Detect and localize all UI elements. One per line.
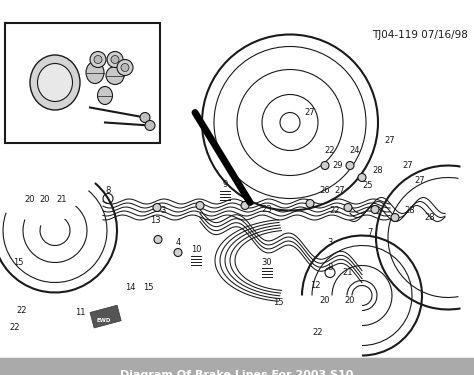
Text: 20: 20 (113, 26, 123, 35)
Text: 22: 22 (17, 306, 27, 315)
Text: 30: 30 (262, 258, 272, 267)
Text: 26: 26 (319, 186, 330, 195)
Circle shape (140, 112, 150, 123)
Text: 3: 3 (328, 238, 333, 247)
Ellipse shape (98, 87, 112, 105)
Text: 22: 22 (313, 328, 323, 337)
Text: 21: 21 (343, 268, 353, 277)
Circle shape (344, 204, 352, 212)
Text: 20: 20 (25, 195, 35, 204)
Text: 25: 25 (363, 181, 373, 190)
Circle shape (241, 201, 249, 210)
Circle shape (154, 236, 162, 243)
Circle shape (196, 201, 204, 210)
Text: 27: 27 (385, 136, 395, 145)
Text: 28: 28 (405, 206, 415, 215)
Circle shape (391, 213, 399, 222)
Text: 15: 15 (13, 258, 23, 267)
Text: TJ04-119 07/16/98: TJ04-119 07/16/98 (372, 30, 468, 39)
Text: 13: 13 (150, 216, 160, 225)
Circle shape (174, 249, 182, 256)
Bar (0, 357, 474, 375)
Text: 14: 14 (125, 283, 135, 292)
Circle shape (371, 206, 379, 213)
Bar (90, 305, 121, 328)
Text: 8: 8 (328, 263, 333, 272)
Circle shape (153, 204, 161, 212)
Text: 20: 20 (75, 26, 85, 35)
Text: 23: 23 (262, 205, 272, 214)
Text: 7: 7 (367, 228, 373, 237)
Circle shape (346, 162, 354, 170)
Text: 20: 20 (320, 296, 330, 305)
Ellipse shape (86, 62, 104, 84)
Text: 10: 10 (191, 245, 201, 254)
Circle shape (117, 60, 133, 75)
Text: 11: 11 (75, 308, 85, 317)
Bar (5, 22, 160, 142)
Circle shape (358, 174, 366, 182)
Text: 15: 15 (273, 298, 283, 307)
Text: 20: 20 (40, 195, 50, 204)
Text: 27: 27 (305, 108, 315, 117)
Text: 9: 9 (222, 180, 228, 189)
Text: 16: 16 (17, 26, 27, 35)
Circle shape (121, 63, 129, 72)
Text: 28: 28 (373, 166, 383, 175)
Text: 12: 12 (310, 281, 320, 290)
Circle shape (145, 120, 155, 130)
Text: 27: 27 (335, 186, 346, 195)
Text: 27: 27 (403, 161, 413, 170)
Circle shape (306, 200, 314, 207)
Text: 8: 8 (105, 186, 111, 195)
Circle shape (111, 56, 119, 63)
Text: 22: 22 (330, 206, 340, 215)
Text: EWD: EWD (97, 318, 111, 323)
Ellipse shape (106, 66, 124, 84)
Text: 20: 20 (345, 296, 355, 305)
Circle shape (94, 56, 102, 63)
Text: 24: 24 (350, 146, 360, 155)
Text: 4: 4 (175, 238, 181, 247)
Text: Diagram Of Brake Lines For 2003 S10: Diagram Of Brake Lines For 2003 S10 (120, 369, 354, 375)
Circle shape (107, 51, 123, 68)
Ellipse shape (37, 63, 73, 102)
Circle shape (90, 51, 106, 68)
Text: 28: 28 (425, 213, 435, 222)
Text: 21: 21 (57, 195, 67, 204)
Text: 22: 22 (10, 323, 20, 332)
Text: 21: 21 (143, 31, 153, 40)
Circle shape (321, 162, 329, 170)
Text: 3: 3 (160, 206, 166, 215)
Ellipse shape (30, 55, 80, 110)
Text: 27: 27 (415, 176, 425, 185)
Text: 15: 15 (143, 283, 153, 292)
Text: 17: 17 (130, 121, 140, 130)
Text: 22: 22 (325, 146, 335, 155)
Text: 29: 29 (333, 161, 343, 170)
